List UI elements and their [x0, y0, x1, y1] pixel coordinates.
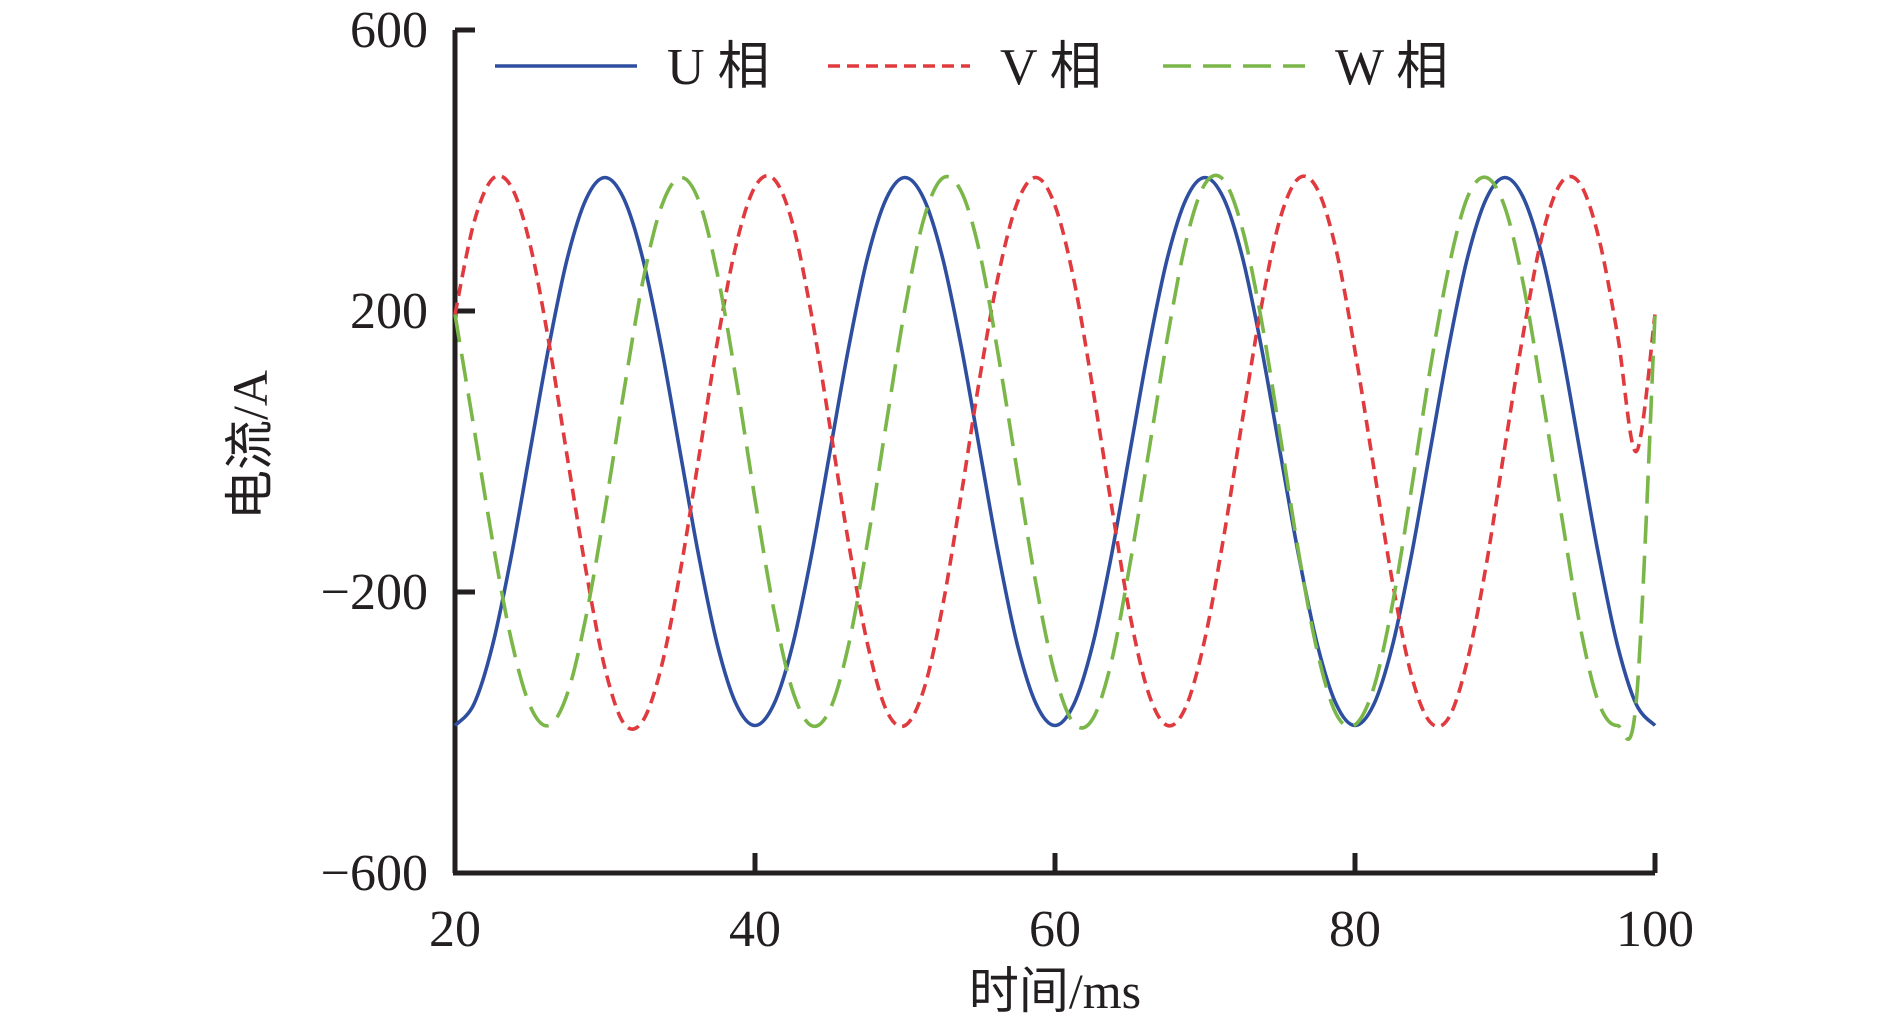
legend-label-3: W 相 [1335, 39, 1448, 96]
y-tick-label: −600 [321, 845, 428, 902]
y-tick-label: −200 [321, 564, 428, 621]
series-line-1 [453, 175, 1657, 728]
ticks: 20 40 60 80 100 −600 −200 200 600 [321, 2, 1694, 958]
legend-label-2: V 相 [1000, 39, 1102, 96]
series-line-2 [453, 174, 1657, 731]
axes [452, 30, 1655, 876]
x-axis-title: 时间/ms [969, 963, 1141, 1019]
series-line-3 [453, 173, 1657, 741]
legend-label-1: U 相 [667, 39, 770, 96]
x-tick-label: 100 [1616, 901, 1694, 958]
x-tick-label: 80 [1329, 901, 1381, 958]
x-tick-label: 40 [729, 901, 781, 958]
series-lines [453, 173, 1657, 741]
y-tick-label: 600 [350, 2, 428, 59]
y-axis-title: 电流/A [222, 370, 278, 520]
y-tick-label: 200 [350, 283, 428, 340]
x-tick-label: 20 [429, 901, 481, 958]
x-tick-label: 60 [1029, 901, 1081, 958]
